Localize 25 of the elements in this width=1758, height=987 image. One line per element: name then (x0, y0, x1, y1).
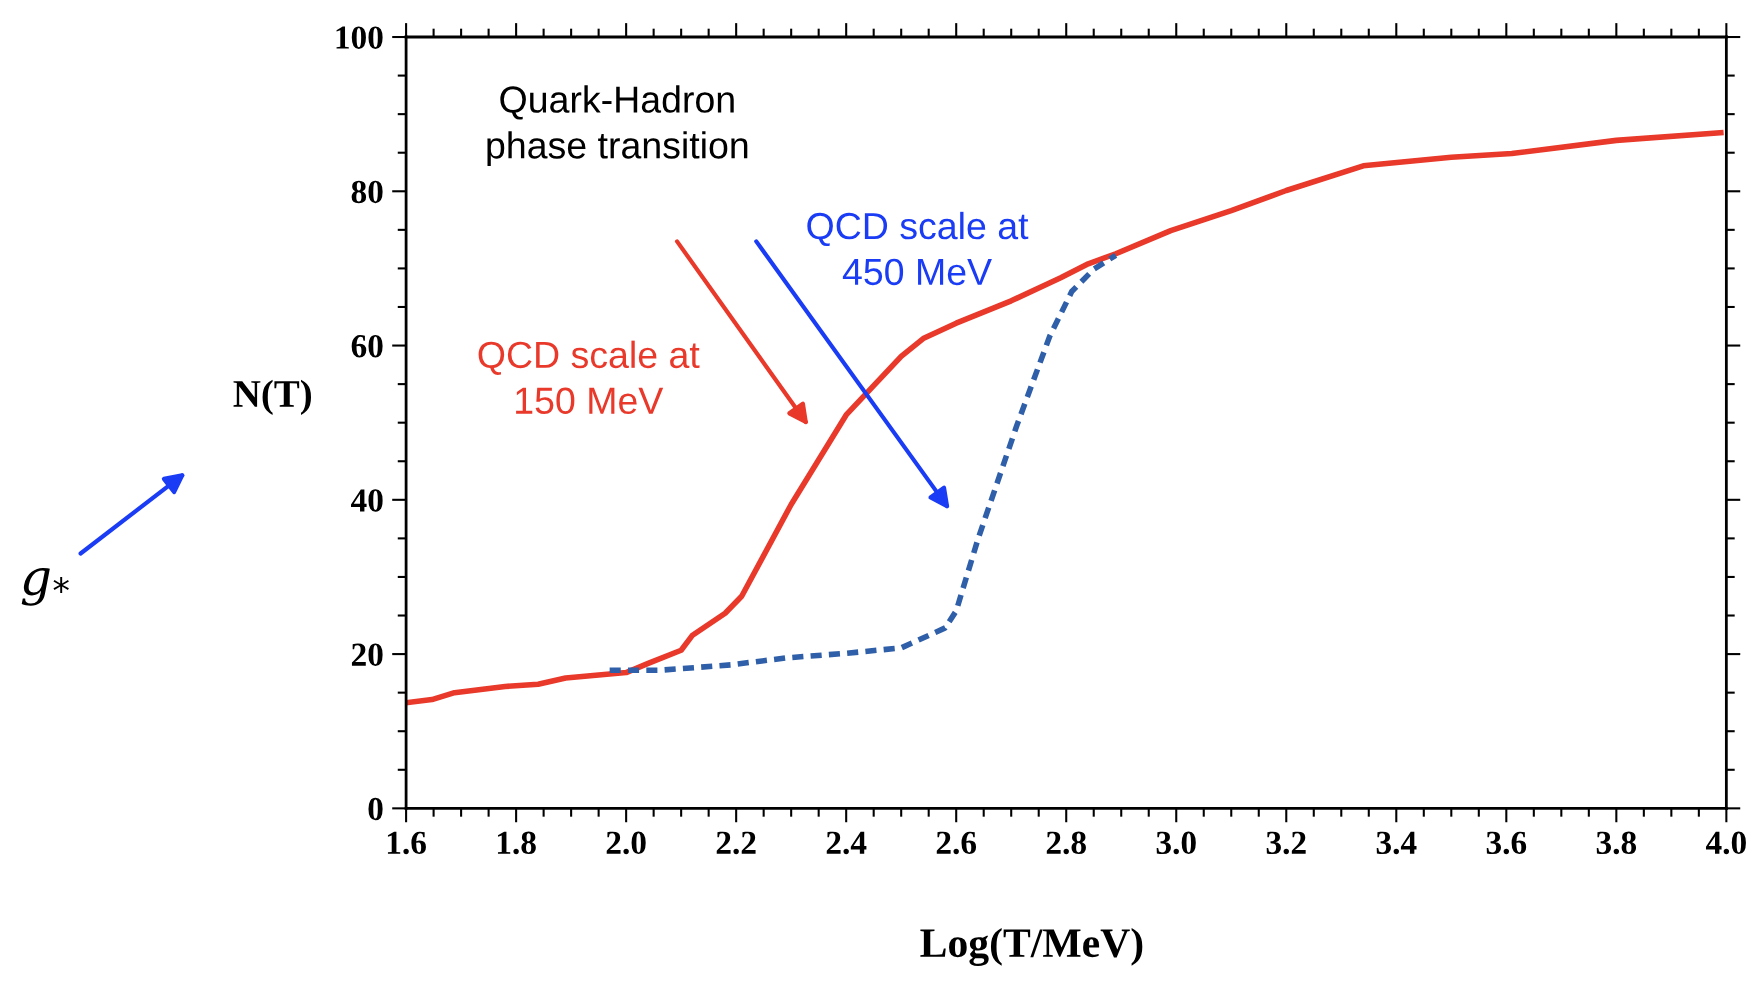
y-tick-label: 20 (351, 643, 383, 666)
x-tick-label: 2.8 (1046, 831, 1086, 855)
x-tick-label: 3.6 (1486, 831, 1527, 855)
x-tick-label: 3.4 (1376, 831, 1417, 855)
annotation: QCD scale at 450 MeV (807, 211, 1029, 286)
y-tick-label: 0 (368, 797, 383, 821)
y-tick-label: 40 (351, 489, 383, 512)
x-tick-label: 2.0 (606, 831, 646, 855)
y-tick-label: 60 (351, 334, 383, 358)
y-axis-title: N(T) (233, 379, 312, 415)
annotation: Quark-Hadron phase transition (487, 85, 748, 167)
x-tick-label: 3.2 (1266, 831, 1306, 855)
text: g$_{*}$ (21, 568, 69, 606)
x-tick-label: 3.8 (1596, 831, 1637, 855)
annotation: QCD scale at 150 MeV (478, 340, 700, 415)
x-tick-label: 3.0 (1156, 831, 1196, 855)
x-axis-title: Log(T/MeV) (920, 927, 1143, 967)
x-tick-label: 4.0 (1705, 831, 1746, 855)
x-tick-label: 1.6 (387, 831, 426, 855)
x-tick-label: 2.2 (716, 831, 756, 855)
x-tick-label: 2.6 (936, 831, 977, 855)
x-tick-label: 2.4 (826, 831, 867, 855)
y-tick-label: 80 (351, 180, 383, 204)
y-tick-label: 100 (336, 26, 383, 49)
x-tick-label: 1.8 (497, 831, 536, 855)
